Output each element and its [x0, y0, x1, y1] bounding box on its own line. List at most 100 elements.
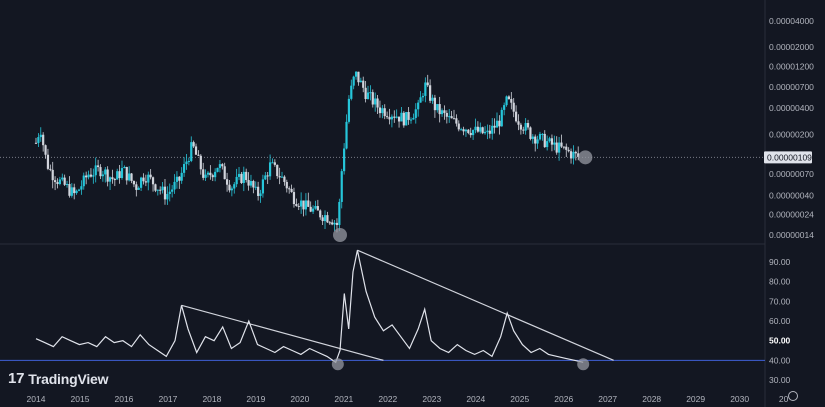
candle-body	[335, 222, 339, 226]
candle-body	[338, 201, 341, 226]
candle-body	[175, 176, 179, 182]
candle-body	[328, 222, 331, 224]
tradingview-logo[interactable]: 17 TradingView	[8, 370, 109, 387]
candle-body	[467, 129, 470, 133]
candle-body	[118, 171, 121, 179]
rsi-tick-label: 40.00	[769, 355, 791, 365]
candle-body	[417, 102, 420, 110]
candle-body	[125, 166, 128, 181]
candle-body	[142, 177, 145, 182]
time-tick-label: 2017	[158, 394, 177, 404]
candle-body	[190, 142, 193, 161]
candle-body	[273, 162, 276, 165]
candle-body	[505, 96, 508, 106]
candle-body	[266, 175, 269, 177]
candle-body	[366, 92, 370, 100]
candle-body	[376, 98, 379, 108]
candle-body	[550, 138, 554, 145]
candle-body	[34, 142, 38, 144]
candle-body	[252, 181, 255, 188]
rsi-tick-label: 90.00	[769, 257, 791, 267]
candle-body	[225, 179, 229, 185]
candle-body	[242, 171, 245, 183]
candle-body	[562, 146, 565, 148]
candle-body	[517, 121, 520, 125]
candle-body	[405, 112, 408, 126]
candle-body	[577, 153, 580, 157]
candle-body	[374, 98, 377, 105]
candle-body	[472, 130, 475, 136]
candle-body	[541, 133, 544, 135]
candle-body	[235, 176, 238, 185]
candle-body	[316, 206, 319, 211]
candle-body	[553, 142, 556, 145]
gear-icon[interactable]	[788, 391, 798, 401]
candle-body	[280, 176, 284, 178]
candle-body	[171, 189, 174, 192]
candle-body	[424, 82, 427, 96]
candle-body	[340, 171, 343, 202]
candle-body	[151, 177, 155, 185]
candle-body	[39, 134, 42, 138]
time-tick-label: 2016	[114, 394, 133, 404]
candle-body	[393, 116, 396, 118]
candle-body	[259, 193, 262, 196]
candle-body	[469, 132, 472, 136]
rsi-tick-label: 50.00	[769, 336, 791, 346]
candle-body	[268, 162, 272, 177]
candle-body	[197, 154, 200, 156]
candle-body	[106, 169, 109, 182]
time-tick-label: 2026	[554, 394, 573, 404]
candle-body	[156, 189, 159, 191]
candle-body	[407, 112, 410, 120]
candle-body	[159, 189, 162, 191]
candle-body	[304, 200, 308, 210]
candle-body	[440, 110, 444, 115]
candle-body	[326, 215, 329, 223]
candle-body	[82, 175, 85, 187]
candle-body	[264, 175, 267, 180]
candle-body	[414, 109, 417, 118]
candle-body	[61, 177, 64, 180]
candle-body	[409, 119, 413, 121]
candle-body	[498, 120, 501, 127]
candle-body	[426, 82, 429, 86]
rsi-trendline	[357, 249, 614, 361]
oscillator-pane	[0, 249, 765, 371]
candle-body	[362, 80, 365, 88]
candle-body	[68, 184, 71, 196]
candle-body	[565, 146, 568, 150]
time-tick-label: 2021	[334, 394, 353, 404]
candle-body	[168, 191, 171, 195]
candle-body	[185, 161, 188, 165]
candle-body	[101, 174, 104, 177]
candle-body	[144, 181, 147, 183]
candle-body	[400, 112, 403, 122]
candle-body	[536, 139, 539, 144]
candle-body	[386, 116, 389, 118]
candle-body	[569, 151, 573, 159]
candle-body	[500, 109, 503, 127]
price-pane	[0, 0, 766, 407]
candle-body	[49, 168, 52, 170]
candles	[34, 71, 593, 242]
candle-body	[194, 146, 198, 155]
candle-body	[364, 87, 367, 100]
candle-body	[154, 184, 157, 191]
candle-body	[352, 76, 355, 86]
candle-body	[44, 145, 47, 155]
candle-body	[529, 127, 532, 139]
candle-body	[202, 169, 205, 178]
candle-body	[457, 123, 460, 130]
candle-body	[479, 127, 482, 132]
time-tick-label: 2024	[466, 394, 485, 404]
candle-body	[192, 142, 195, 147]
candle-body	[476, 126, 479, 132]
candle-body	[70, 187, 73, 196]
price-tick-label: 0.00000040	[769, 190, 814, 200]
price-marker	[333, 228, 347, 242]
candle-body	[135, 184, 138, 190]
candle-body	[419, 97, 422, 103]
candle-body	[515, 111, 518, 122]
